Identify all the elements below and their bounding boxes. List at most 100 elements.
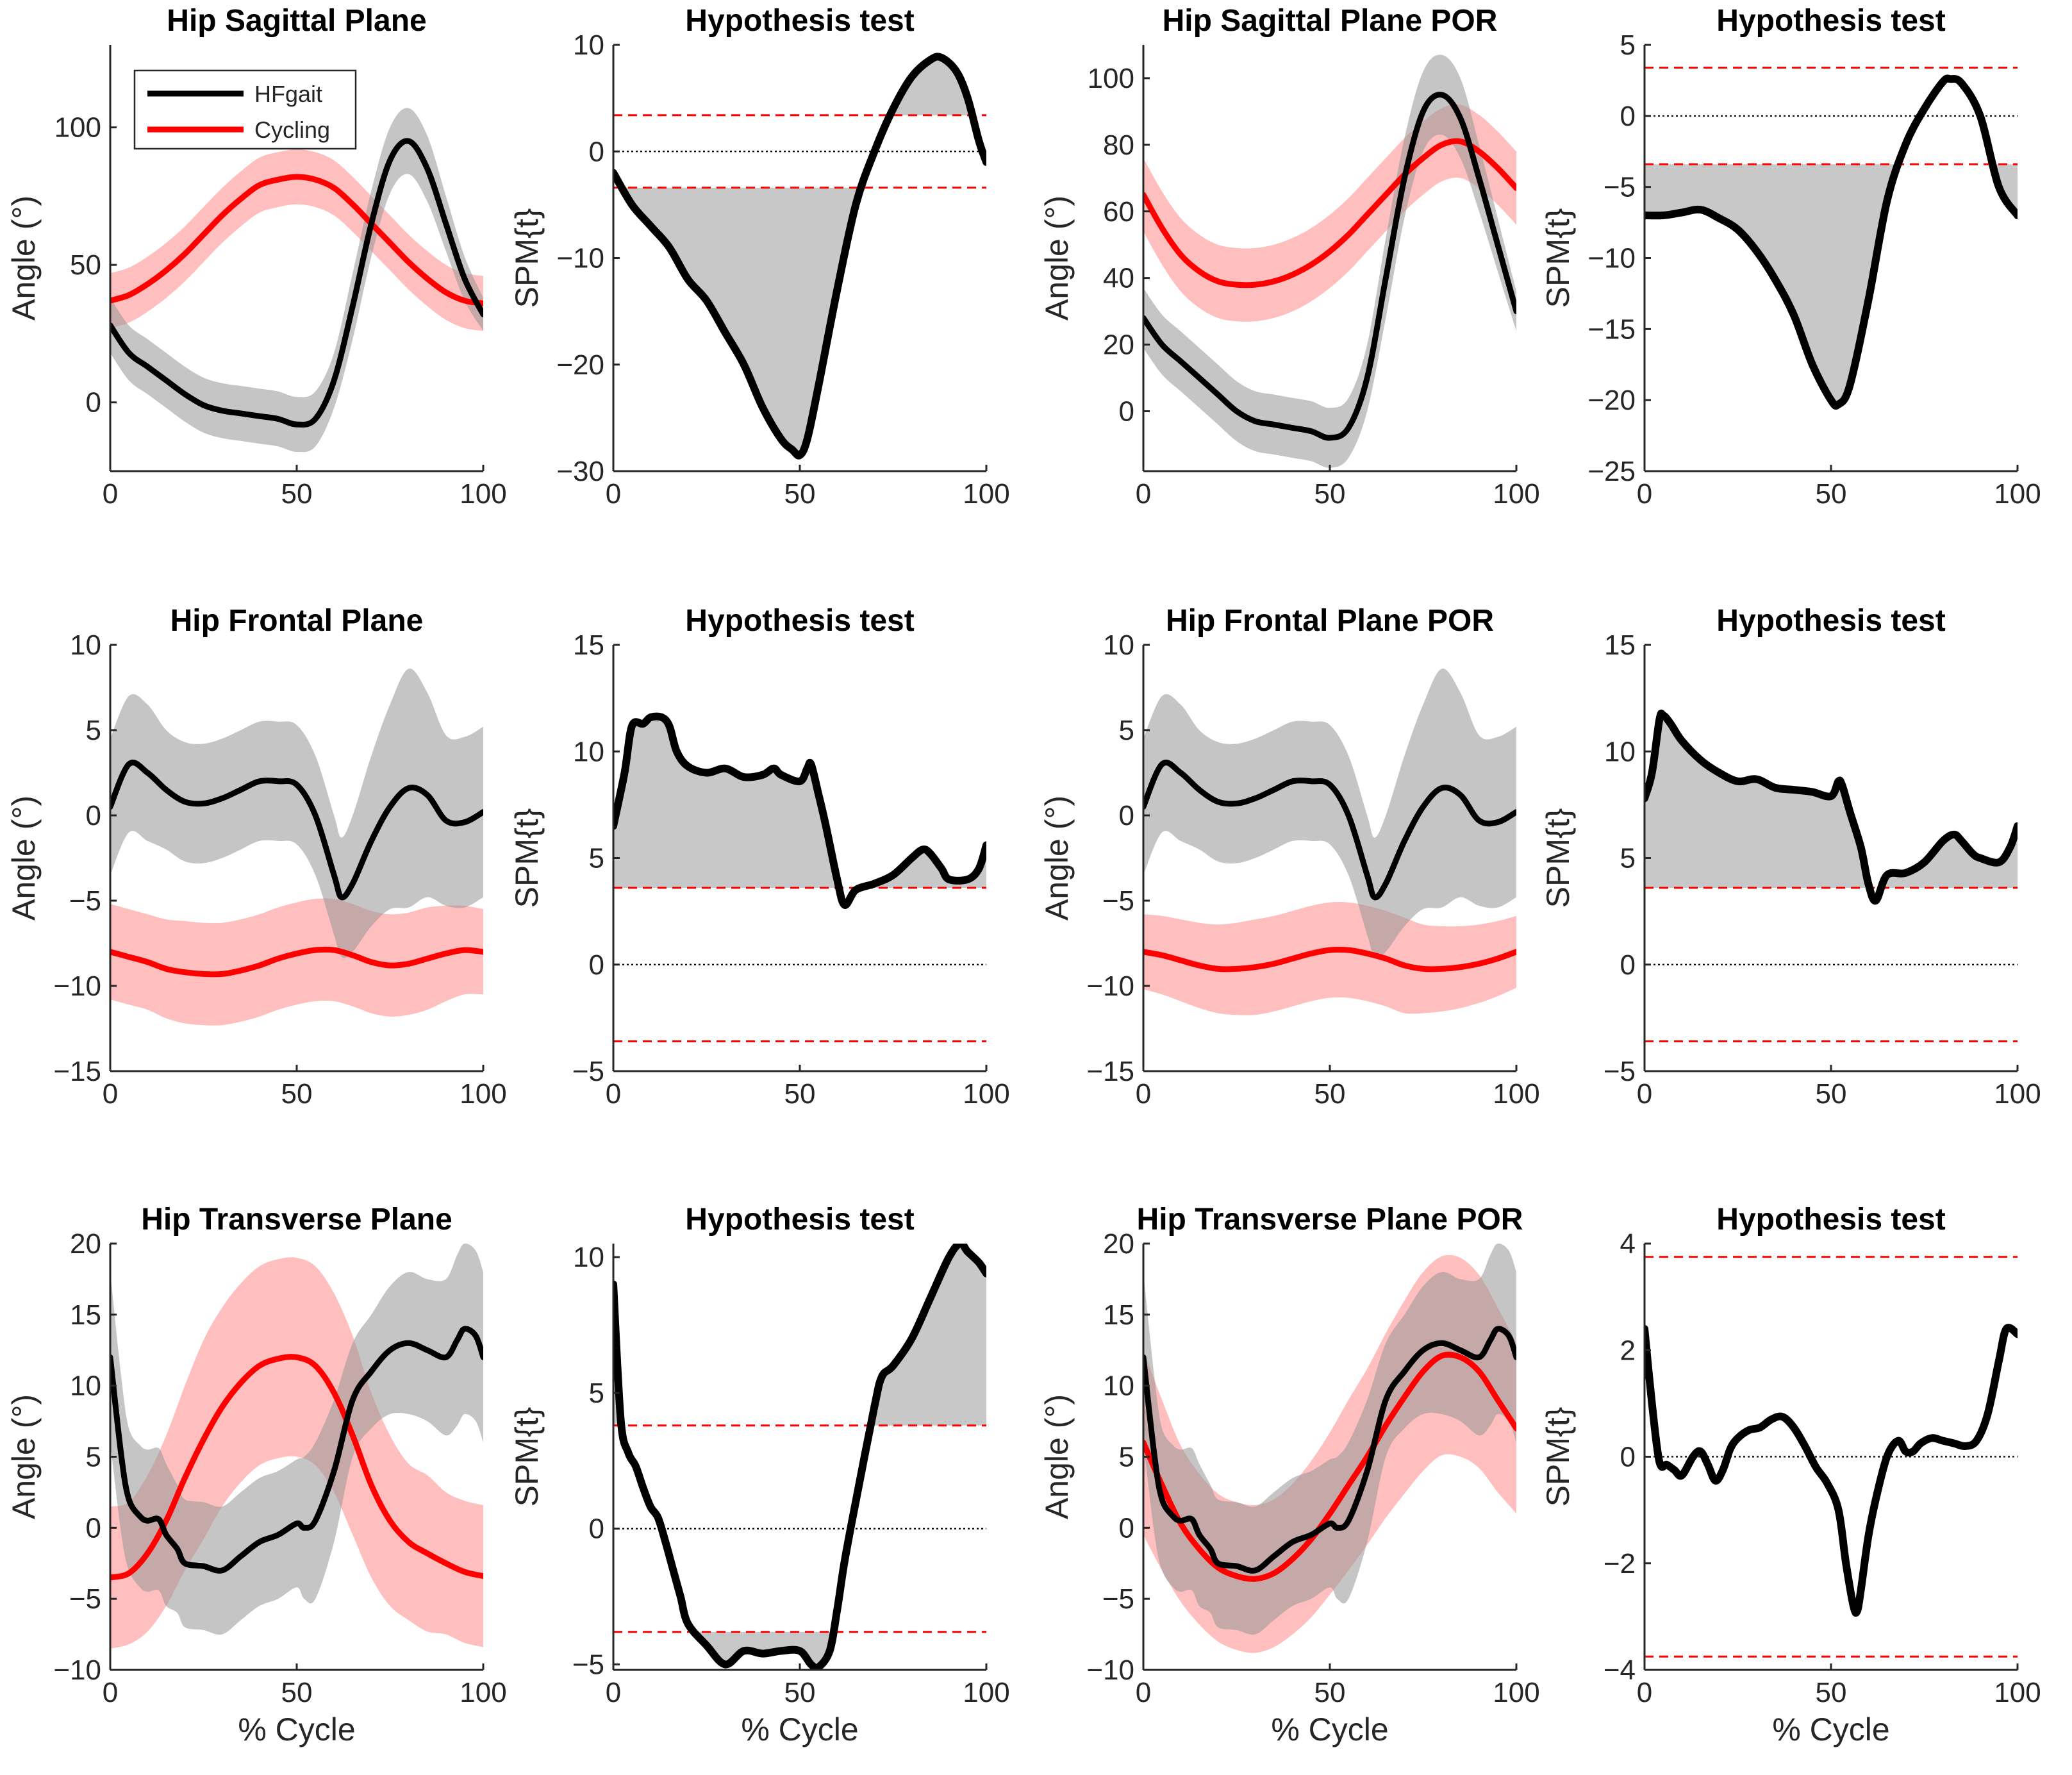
- panel-9-x-axis-label: % Cycle: [238, 1712, 355, 1747]
- panel-12-plot-area: [1645, 1256, 2018, 1658]
- panel-3-y-tick-label: 100: [1088, 63, 1134, 94]
- panel-1-title: Hip Sagittal Plane: [167, 4, 426, 38]
- panel-9-plot-area: [110, 1244, 483, 1649]
- panel-7-x-tick-label: 100: [1493, 1078, 1539, 1110]
- panel-5-x-tick-label: 0: [103, 1078, 118, 1110]
- panel-9: 0 50 100 −10 −5 0 5 10 15 20 Hip Transverse Plane A…: [6, 1203, 507, 1747]
- panel-5-y-tick-label: 0: [86, 800, 101, 831]
- panel-5: 0 50 100 −15 −10 −5 0 5 10 Hip Frontal Plane Angle…: [6, 604, 507, 1110]
- panel-6-y-tick-label: −5: [572, 1056, 604, 1087]
- panel-7-title: Hip Frontal Plane POR: [1166, 604, 1494, 638]
- panel-10-y-tick-label: 0: [589, 1513, 604, 1545]
- panel-4-y-tick-label: −20: [1587, 385, 1636, 416]
- panel-11-plot-area: [1143, 1244, 1516, 1653]
- panel-1-cycling-sd-band: [110, 149, 483, 331]
- panel-4-title: Hypothesis test: [1716, 4, 1945, 38]
- panel-2-x-tick-label: 0: [606, 478, 621, 510]
- panel-4-plot-area: [1645, 66, 2018, 410]
- panel-9-y-tick-label: 5: [86, 1442, 101, 1473]
- panel-6-y-tick-label: 0: [589, 949, 604, 981]
- panel-2-y-tick-label: −20: [556, 349, 604, 381]
- panel-8-suprathreshold-cluster: [1645, 715, 1869, 888]
- panel-10-y-tick-label: 10: [573, 1242, 604, 1273]
- panel-12-y-tick-label: −2: [1604, 1548, 1636, 1579]
- panel-11-y-tick-label: 0: [1119, 1512, 1134, 1544]
- panel-3-y-tick-label: 0: [1119, 396, 1134, 427]
- panel-7-y-tick-label: −10: [1086, 971, 1134, 1002]
- panel-3-x-tick-label: 50: [1314, 478, 1346, 510]
- panel-6-y-tick-label: 15: [573, 629, 604, 661]
- panel-3-hfgait-mean-line: [1143, 92, 1516, 441]
- panel-8-y-tick-label: 10: [1604, 736, 1636, 767]
- panel-2-y-tick-label: 10: [573, 29, 604, 61]
- panel-12-y-tick-label: 2: [1620, 1335, 1636, 1366]
- panel-2-spm-t-curve: [613, 53, 986, 460]
- panel-9-x-tick-label: 0: [103, 1677, 118, 1708]
- panel-6-plot-area: [613, 712, 986, 1042]
- panel-11-y-tick-label: 10: [1103, 1371, 1134, 1402]
- panel-8-title: Hypothesis test: [1716, 604, 1945, 638]
- panel-5-y-tick-label: 5: [86, 715, 101, 746]
- panel-1-y-tick-label: 0: [86, 387, 101, 419]
- panel-2-title: Hypothesis test: [685, 4, 914, 38]
- panel-10-title: Hypothesis test: [685, 1203, 914, 1237]
- panel-11-y-tick-label: 20: [1103, 1228, 1134, 1260]
- panel-9-y-tick-label: 20: [70, 1228, 101, 1260]
- panel-8-spm-t-curve: [1645, 710, 2018, 905]
- panel-11-x-axis-label: % Cycle: [1271, 1712, 1388, 1747]
- panel-11-x-tick-label: 0: [1136, 1677, 1151, 1708]
- panel-9-y-tick-label: 15: [70, 1299, 101, 1331]
- panel-10-spm-t-curve: [613, 1244, 986, 1670]
- panel-5-x-tick-label: 100: [460, 1078, 506, 1110]
- panel-6-suprathreshold-cluster: [613, 717, 840, 888]
- panel-3-x-tick-label: 100: [1493, 478, 1539, 510]
- panel-2-y-tick-label: −10: [556, 243, 604, 274]
- panel-9-y-tick-label: 10: [70, 1371, 101, 1402]
- panel-10-x-axis-label: % Cycle: [741, 1712, 858, 1747]
- panel-12: 0 50 100 −4 −2 0 2 4 Hypothesis test SPM{t} % Cycl…: [1540, 1203, 2041, 1747]
- panel-12-y-axis-label: SPM{t}: [1540, 1407, 1576, 1507]
- panel-4: 0 50 100 −25 −20 −15 −10 −5 0 5 Hypothesis test SPM…: [1540, 4, 2041, 510]
- panel-2-x-tick-label: 100: [963, 478, 1009, 510]
- panel-2-plot-area: [613, 53, 986, 460]
- panel-1: 0 50 100 0 50 100 Hip Sagittal Plane Angle (°) H…: [6, 4, 507, 510]
- panel-11-y-tick-label: 5: [1119, 1442, 1134, 1473]
- panel-12-title: Hypothesis test: [1716, 1203, 1945, 1237]
- panel-9-x-tick-label: 50: [281, 1677, 313, 1708]
- panel-12-y-tick-label: 4: [1620, 1228, 1636, 1260]
- panel-8-x-tick-label: 0: [1637, 1078, 1652, 1110]
- panel-9-x-tick-label: 100: [460, 1677, 506, 1708]
- panel-7-plot-area: [1143, 668, 1516, 1015]
- panel-8-x-tick-label: 100: [1994, 1078, 2041, 1110]
- panel-8-x-tick-label: 50: [1816, 1078, 1847, 1110]
- panel-1-y-tick-label: 50: [70, 249, 101, 281]
- panel-4-y-tick-label: −10: [1587, 243, 1636, 274]
- panel-4-spm-t-curve: [1645, 74, 2018, 410]
- panel-4-x-tick-label: 50: [1816, 478, 1847, 510]
- panel-10-y-tick-label: 5: [589, 1378, 604, 1409]
- panel-6-y-tick-label: 5: [589, 843, 604, 874]
- panel-2-y-tick-label: 0: [589, 136, 604, 167]
- panel-9-title: Hip Transverse Plane: [141, 1203, 452, 1237]
- panel-3-y-tick-label: 60: [1103, 196, 1134, 228]
- panel-5-y-tick-label: −10: [53, 971, 101, 1002]
- panel-5-y-tick-label: 10: [70, 629, 101, 661]
- panel-2-suprathreshold-cluster: [891, 58, 972, 115]
- panel-8-y-tick-label: 0: [1620, 949, 1636, 981]
- panel-8-y-tick-label: 15: [1604, 629, 1636, 661]
- legend: HFgait Cycling: [133, 69, 357, 150]
- panel-5-cycling-mean-line: [110, 946, 483, 978]
- panel-7-hfgait-mean-line: [1143, 760, 1516, 901]
- panel-3: 0 50 100 0 20 40 60 80 100 Hip Sagittal Plane POR…: [1039, 4, 1540, 510]
- panel-5-y-tick-label: −5: [69, 885, 101, 917]
- panel-2-y-tick-label: −30: [556, 456, 604, 487]
- panel-10-suprathreshold-cluster: [870, 1244, 986, 1426]
- panel-12-x-tick-label: 100: [1994, 1677, 2041, 1708]
- panel-11-x-tick-label: 50: [1314, 1677, 1346, 1708]
- panel-5-title: Hip Frontal Plane: [170, 604, 424, 638]
- panel-7-cycling-mean-line: [1143, 947, 1516, 972]
- panel-7-cycling-sd-band: [1143, 902, 1516, 1015]
